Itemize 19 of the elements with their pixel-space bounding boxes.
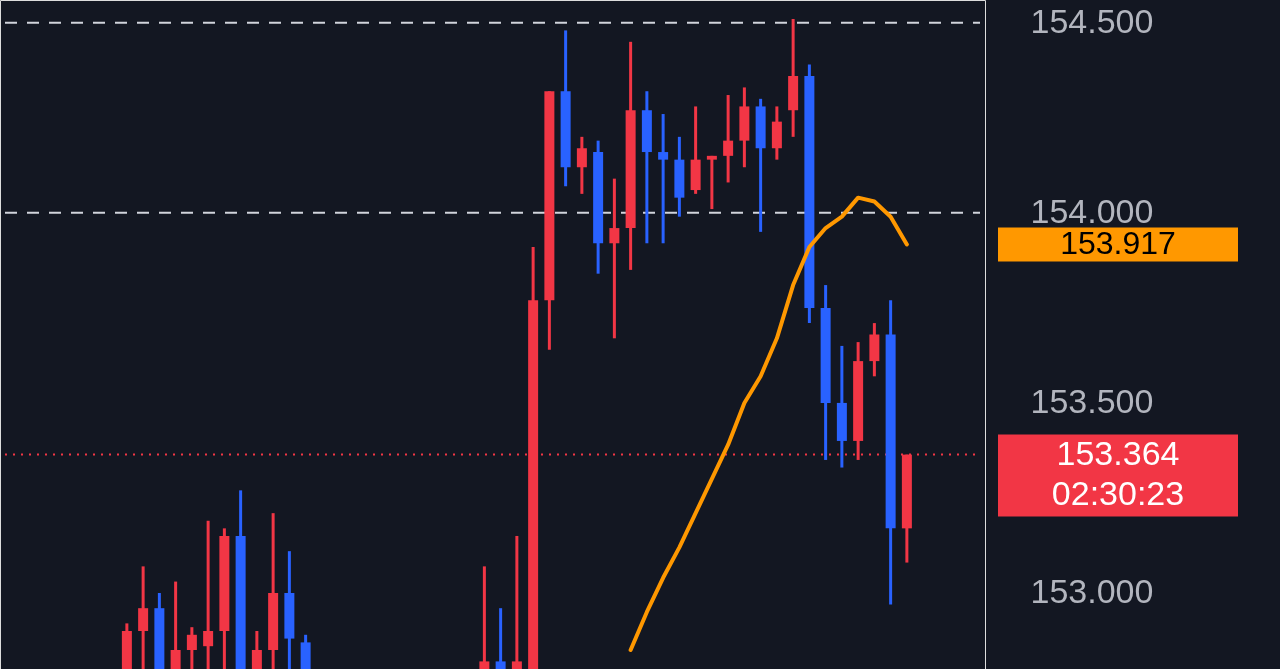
candlestick xyxy=(495,608,506,669)
candlestick xyxy=(251,630,262,669)
candlestick xyxy=(609,178,620,339)
y-tick-label: 154.500 xyxy=(1030,2,1154,41)
candlestick xyxy=(706,154,717,211)
candlestick xyxy=(186,627,197,669)
candlestick xyxy=(479,566,490,669)
candlestick xyxy=(511,534,522,669)
candlestick xyxy=(576,135,587,194)
ref-line-label: 153.364 xyxy=(1056,433,1180,472)
candlestick xyxy=(723,95,734,183)
text: 02:30:23 xyxy=(1051,473,1185,512)
candlestick xyxy=(658,114,669,244)
line-series xyxy=(628,195,909,652)
y-tick-label: 153.500 xyxy=(1030,382,1154,421)
y-tick-label: 153.000 xyxy=(1030,572,1154,611)
candlestick xyxy=(138,566,149,669)
candlestick xyxy=(170,581,181,669)
candlestick xyxy=(203,519,214,669)
